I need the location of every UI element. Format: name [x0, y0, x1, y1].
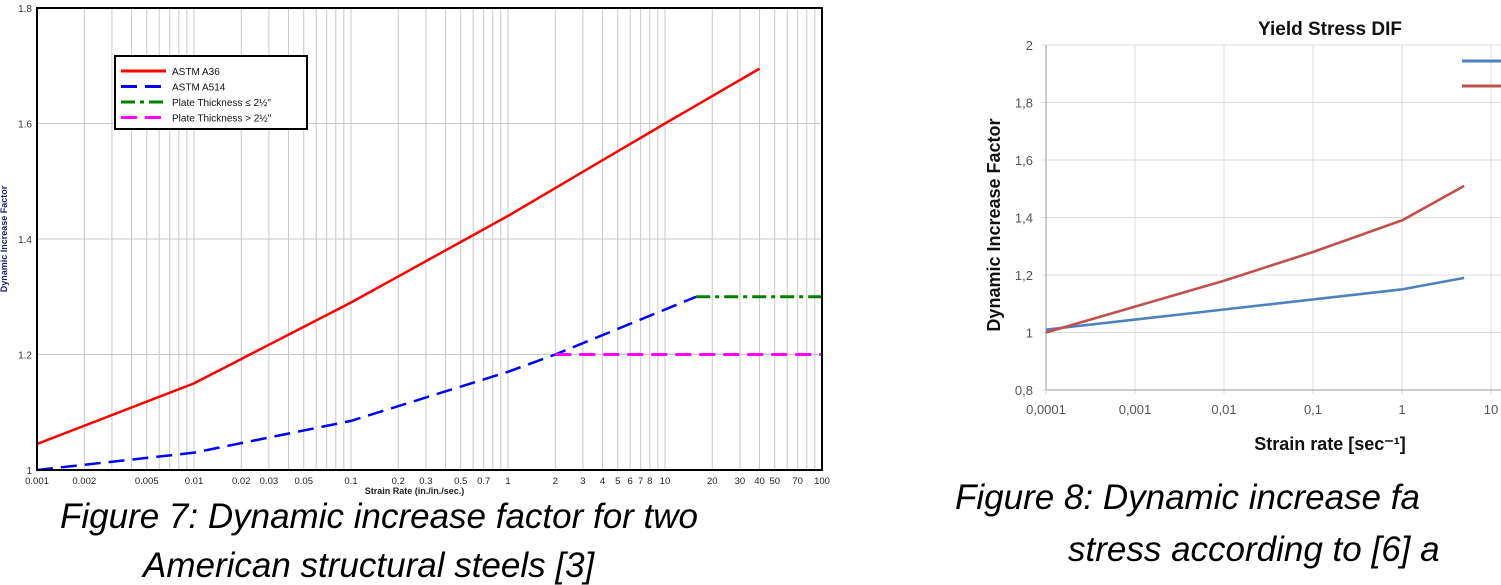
series-line-2: [36, 295, 697, 472]
y-tick-label: 1.4: [18, 235, 32, 246]
x-tick-label: 1: [505, 476, 510, 487]
x-tick-label: 0.7: [477, 476, 490, 487]
x-tick-label: 6: [628, 476, 633, 487]
figure-8-caption-line1: Figure 8: Dynamic increase fa: [955, 478, 1420, 517]
y-tick-label: 1.8: [18, 4, 32, 15]
y-tick-label: 1.6: [18, 120, 32, 131]
series-line-2: [1045, 184, 1465, 334]
series-line-1: [36, 67, 761, 446]
legend-label-2: ASTM A514: [172, 83, 226, 94]
x-tick-label: 0.005: [135, 476, 159, 487]
series-line-1: [1045, 276, 1465, 331]
x-tick-label: 10: [660, 476, 671, 487]
x-axis-label: Strain Rate (in./in./sec.): [365, 486, 465, 496]
x-tick-label: 0.2: [392, 476, 405, 487]
x-tick-label: 70: [792, 476, 803, 487]
x-tick-label: 1: [1398, 402, 1405, 417]
x-tick-label: 10: [1484, 402, 1498, 417]
x-tick-label: 20: [707, 476, 718, 487]
y-tick-label: 1: [1026, 326, 1033, 341]
legend-label-3: Plate Thickness ≤ 2½": [172, 98, 271, 109]
x-tick-label: 50: [769, 476, 780, 487]
x-tick-label: 0.001: [25, 476, 49, 487]
x-tick-label: 0.5: [454, 476, 467, 487]
x-tick-label: 8: [647, 476, 652, 487]
chart-figure-8: 0,8 1 1,2 1,4 1,6 1,8 2 0,0001 0,001 0,01 0,1 1 10 Yi…: [984, 19, 1501, 454]
x-tick-label: 0.05: [294, 476, 313, 487]
legend-label-1: ASTM A36: [172, 67, 220, 78]
figure-7-caption-line1: Figure 7: Dynamic increase factor for tw…: [60, 497, 699, 536]
x-tick-label: 0.002: [72, 476, 96, 487]
x-tick-label: 3: [580, 476, 585, 487]
x-tick-label: 0.01: [185, 476, 204, 487]
plot-frame: [36, 7, 823, 471]
x-tick-label: 100: [814, 476, 830, 487]
y-tick-label: 1.2: [18, 351, 32, 362]
y-tick-label: 0,8: [1015, 383, 1033, 398]
x-tick-label: 0,01: [1211, 402, 1236, 417]
x-tick-label: 4: [600, 476, 605, 487]
y-tick-label: 2: [1026, 38, 1033, 53]
x-tick-label: 0.03: [260, 476, 279, 487]
chart-title: Yield Stress DIF: [1258, 19, 1402, 40]
y-tick-label: 1: [26, 466, 32, 477]
x-tick-label: 40: [754, 476, 765, 487]
y-tick-label: 1,8: [1015, 96, 1033, 111]
y-tick-label: 1,4: [1015, 211, 1033, 226]
x-tick-label: 0.3: [419, 476, 432, 487]
figure-7-caption-line2: American structural steels [3]: [143, 546, 595, 585]
y-tick-label: 1,2: [1015, 268, 1033, 283]
figure-8-caption-line2: stress according to [6] a: [1068, 530, 1440, 569]
x-tick-label: 30: [735, 476, 746, 487]
x-axis-label: Strain rate [sec⁻¹]: [1254, 434, 1406, 454]
x-tick-label: 0,0001: [1026, 402, 1066, 417]
x-tick-label: 7: [638, 476, 643, 487]
x-tick-label: 0,1: [1304, 402, 1322, 417]
chart-figure-7: 1 1.2 1.4 1.6 1.8 0.001 0.002 0.005 0.01 0.02 0.03…: [0, 4, 830, 496]
x-tick-label: 5: [615, 476, 620, 487]
x-tick-label: 0.1: [344, 476, 357, 487]
x-tick-label: 2: [553, 476, 558, 487]
x-tick-label: 0,001: [1119, 402, 1152, 417]
y-axis-label: Dynamic Increase Factor: [0, 185, 9, 292]
legend-label-4: Plate Thickness > 2½": [172, 114, 272, 125]
x-tick-label: 0.02: [232, 476, 251, 487]
y-axis-label: Dynamic Increase Factor: [984, 118, 1004, 331]
y-tick-label: 1,6: [1015, 153, 1033, 168]
